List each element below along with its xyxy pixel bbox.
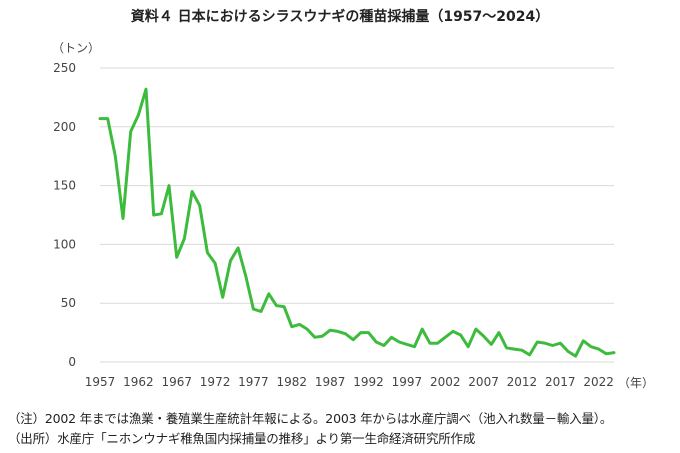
y-tick-label: 100 xyxy=(53,237,76,251)
x-axis-unit-label: （年） xyxy=(618,376,654,390)
x-tick-label: 1967 xyxy=(161,375,192,389)
y-tick-label: 0 xyxy=(68,355,76,369)
y-axis-unit-label: （トン） xyxy=(52,41,100,55)
x-tick-label: 1987 xyxy=(315,375,346,389)
x-tick-label: 1997 xyxy=(392,375,423,389)
x-tick-label: 1957 xyxy=(85,375,116,389)
x-tick-label: 2022 xyxy=(583,375,614,389)
x-tick-label: 2007 xyxy=(468,375,499,389)
gridlines xyxy=(100,67,614,363)
y-tick-label: 250 xyxy=(53,61,76,75)
x-tick-label: 2002 xyxy=(430,375,461,389)
y-tick-label: 150 xyxy=(53,179,76,193)
x-tick-label: 1982 xyxy=(277,375,308,389)
chart-title: 資料４ 日本におけるシラスウナギの種苗採捕量（1957～2024） xyxy=(130,9,550,25)
x-tick-label: 1962 xyxy=(123,375,154,389)
footnote-source: （出所）水産庁「ニホンウナギ稚魚国内採捕量の推移」より第一生命経済研究所作成 xyxy=(8,431,476,446)
y-tick-label: 200 xyxy=(53,120,76,134)
series-line-path xyxy=(98,87,616,358)
x-tick-label: 2012 xyxy=(507,375,538,389)
x-axis-ticks: 1957 1962 1967 1972 1977 1982 1987 1992 1997 2002… xyxy=(85,375,614,389)
series-line xyxy=(98,87,616,358)
x-tick-label: 1977 xyxy=(238,375,269,389)
x-tick-label: 2017 xyxy=(545,375,576,389)
x-tick-label: 1992 xyxy=(353,375,384,389)
y-tick-label: 50 xyxy=(61,296,76,310)
y-axis-ticks: 0 50 100 150 200 250 xyxy=(53,61,76,369)
x-tick-label: 1972 xyxy=(200,375,231,389)
footnote-note: （注）2002 年までは漁業・養殖業生産統計年報による。2003 年からは水産庁… xyxy=(8,411,613,426)
